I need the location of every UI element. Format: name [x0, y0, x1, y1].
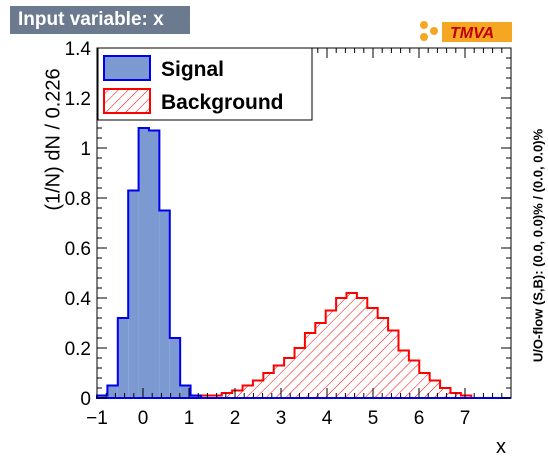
- signal-bin: [97, 395, 108, 398]
- x-tick-label: 2: [230, 408, 241, 429]
- signal-bin: [180, 385, 191, 398]
- legend-signal-swatch: [103, 55, 151, 81]
- plot-title: Input variable: x: [10, 6, 190, 34]
- legend-background-label: Background: [161, 91, 284, 114]
- background-outline: [97, 292, 511, 399]
- background-bin: [242, 385, 253, 398]
- background-bin: [304, 333, 316, 398]
- background-bin: [232, 390, 243, 398]
- x-tick-label: 0: [138, 408, 149, 429]
- logo-dot-icon: [420, 21, 428, 29]
- background-bin: [398, 350, 409, 398]
- legend-background-swatch: [103, 88, 151, 114]
- y-tick-label: 0.2: [65, 339, 91, 360]
- x-tick-label: 3: [276, 408, 287, 429]
- signal-bin: [190, 395, 201, 398]
- y-tick-label: 0.6: [65, 239, 91, 260]
- background-bin: [346, 293, 357, 398]
- signal-bin: [128, 190, 139, 398]
- legend-signal-label: Signal: [161, 58, 224, 81]
- signal-bin: [117, 318, 129, 398]
- background-bin: [200, 395, 212, 398]
- background-bin: [377, 318, 389, 398]
- background-bin: [263, 373, 274, 398]
- signal-bin: [138, 128, 149, 398]
- y-tick-label: 1: [80, 139, 91, 160]
- background-bin: [419, 373, 430, 398]
- background-bin: [367, 308, 378, 398]
- background-bin: [356, 298, 368, 398]
- background-bin: [315, 323, 326, 398]
- background-bin: [388, 330, 399, 398]
- tmva-logo: TMVA: [414, 18, 514, 46]
- background-bin: [460, 395, 472, 398]
- logo-text: TMVA: [450, 25, 494, 42]
- x-tick-label: −1: [86, 408, 108, 429]
- background-bin: [252, 380, 264, 398]
- signal-bin: [107, 385, 118, 398]
- x-tick-label: 1: [184, 408, 195, 429]
- background-bin: [408, 360, 420, 398]
- background-bin: [294, 348, 305, 398]
- background-bin: [336, 298, 347, 398]
- background-bin: [284, 358, 295, 398]
- x-tick-label: 7: [460, 408, 471, 429]
- y-tick-label: 0.4: [65, 289, 92, 310]
- logo-dot-icon: [430, 27, 438, 35]
- x-tick-label: 4: [322, 408, 333, 429]
- logo-dot-icon: [420, 33, 428, 41]
- background-bin: [440, 388, 451, 398]
- background-bin: [221, 393, 233, 398]
- signal-bin: [159, 210, 170, 398]
- y-tick-label: 1.2: [65, 89, 91, 110]
- signal-bin: [148, 130, 160, 398]
- background-bin: [429, 380, 441, 398]
- y-tick-label: 0: [80, 389, 91, 410]
- x-tick-label: 6: [414, 408, 425, 429]
- signal-bin: [169, 338, 181, 398]
- y-tick-label: 1.4: [65, 39, 92, 60]
- background-bin: [273, 365, 285, 398]
- x-tick-label: 5: [368, 408, 379, 429]
- background-bin: [325, 310, 337, 398]
- x-axis-label: x: [496, 436, 506, 458]
- y-tick-label: 0.8: [65, 189, 91, 210]
